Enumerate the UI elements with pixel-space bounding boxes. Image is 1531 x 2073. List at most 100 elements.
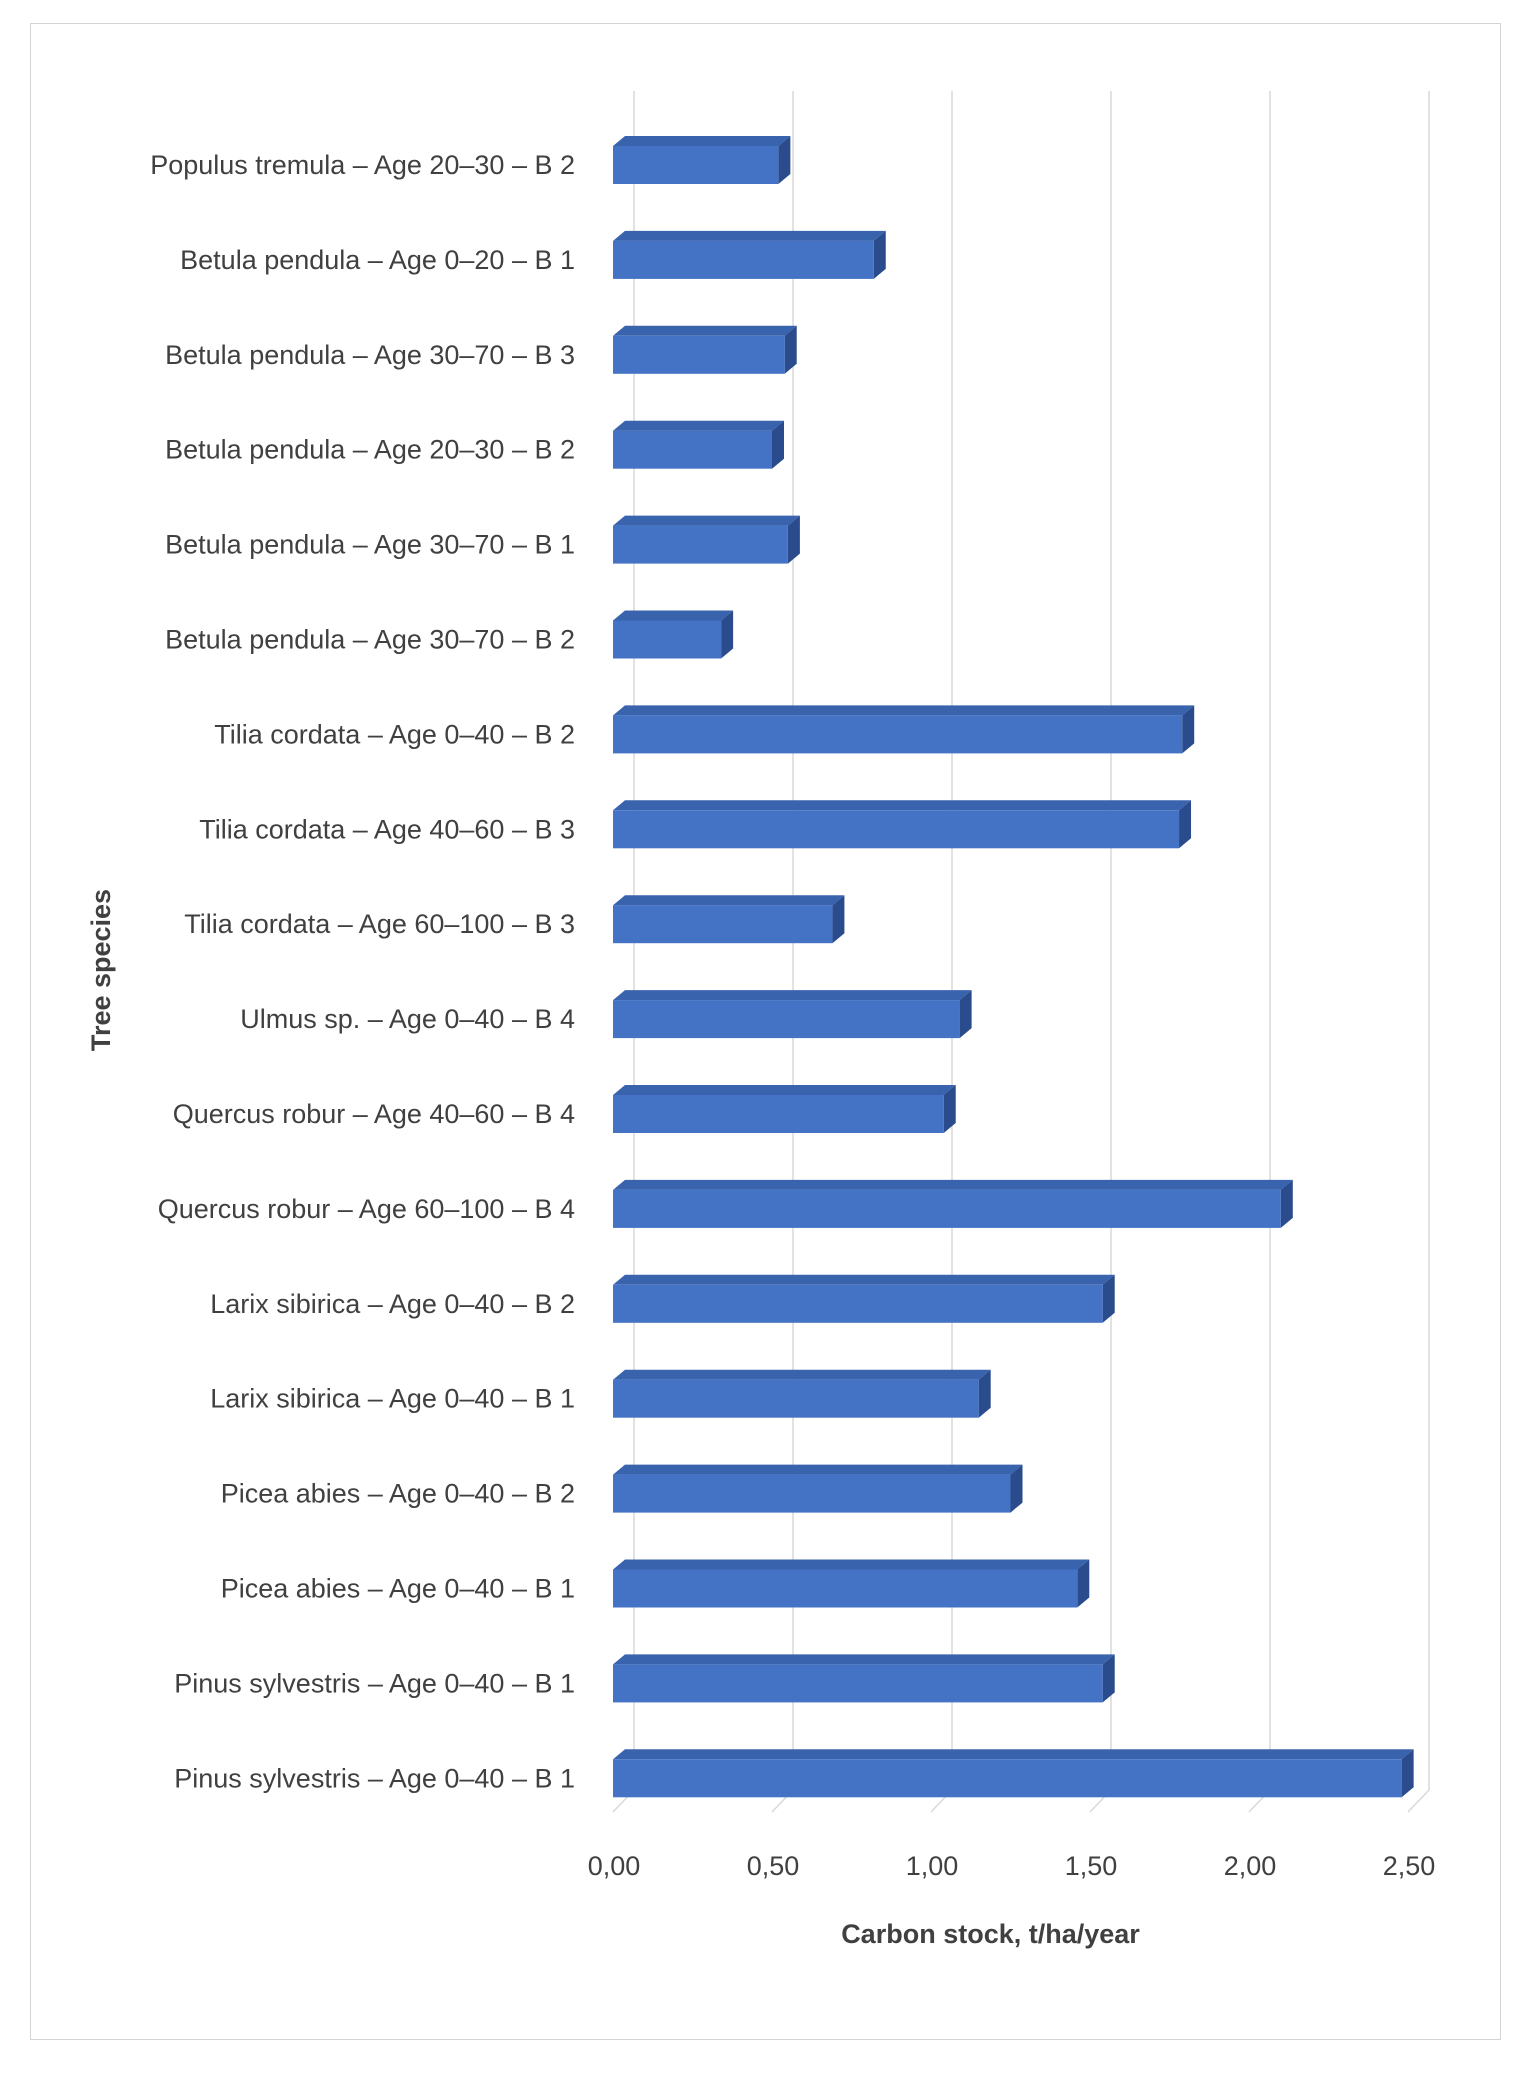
- bar-side-face: [1010, 1464, 1023, 1513]
- bar-top-face: [613, 705, 1195, 716]
- bar-front-face: [613, 146, 779, 184]
- bar-top-face: [613, 800, 1192, 811]
- bar: [613, 1749, 1414, 1798]
- bar-side-face: [1102, 1274, 1115, 1323]
- bar-side-face: [778, 136, 791, 184]
- category-label: Pinus sylvestris – Age 0–40 – B 1: [174, 1763, 575, 1793]
- bar: [613, 325, 797, 374]
- category-label: Quercus robur – Age 40–60 – B 4: [173, 1099, 575, 1129]
- bar-front-face: [613, 1474, 1011, 1513]
- bar-side-face: [959, 990, 972, 1039]
- category-label: Picea abies – Age 0–40 – B 1: [221, 1574, 575, 1604]
- bar: [613, 610, 734, 659]
- category-label: Populus tremula – Age 20–30 – B 2: [150, 150, 575, 180]
- bar-side-face: [772, 420, 784, 469]
- bar: [613, 136, 791, 184]
- category-label: Quercus robur – Age 60–100 – B 4: [158, 1194, 575, 1224]
- bar-top-face: [613, 1085, 956, 1095]
- bar: [613, 1464, 1023, 1513]
- bar-top-face: [613, 1654, 1115, 1665]
- category-label: Picea abies – Age 0–40 – B 2: [221, 1479, 575, 1509]
- bar-top-face: [613, 1369, 991, 1380]
- bar-side-face: [832, 895, 845, 944]
- bar-top-face: [613, 1749, 1414, 1760]
- category-label: Betula pendula – Age 30–70 – B 1: [165, 530, 575, 560]
- bar-front-face: [613, 620, 722, 659]
- x-axis-title: Carbon stock, t/ha/year: [841, 1919, 1140, 1949]
- bar-side-face: [1179, 800, 1192, 849]
- bar-front-face: [613, 430, 772, 469]
- category-label: Betula pendula – Age 30–70 – B 2: [165, 625, 575, 655]
- bar-front-face: [613, 810, 1180, 849]
- bar-front-face: [613, 1284, 1103, 1323]
- bar-top-face: [613, 325, 797, 336]
- bar-top-face: [613, 610, 734, 621]
- bar-front-face: [613, 1379, 979, 1418]
- bar: [613, 705, 1195, 754]
- bar: [613, 800, 1192, 849]
- bar: [613, 1654, 1115, 1703]
- bar-side-face: [943, 1085, 956, 1133]
- bar-side-face: [873, 230, 886, 279]
- bar-top-face: [613, 1559, 1090, 1570]
- bar-side-face: [1102, 1654, 1115, 1703]
- category-label: Betula pendula – Age 0–20 – B 1: [180, 245, 575, 275]
- bar-front-face: [613, 240, 874, 279]
- category-label: Ulmus sp. – Age 0–40 – B 4: [240, 1004, 575, 1034]
- bar-front-face: [613, 335, 785, 374]
- category-label: Betula pendula – Age 20–30 – B 2: [165, 435, 575, 465]
- x-tick-label: 2,50: [1383, 1851, 1436, 1881]
- bar-front-face: [613, 1569, 1078, 1608]
- bar-side-face: [1182, 705, 1195, 754]
- bar-top-face: [613, 420, 784, 431]
- bar-side-face: [787, 515, 800, 564]
- category-label: Larix sibirica – Age 0–40 – B 1: [210, 1384, 575, 1414]
- bar: [613, 1369, 991, 1418]
- bar-top-face: [613, 990, 972, 1001]
- y-axis-title: Tree species: [86, 889, 116, 1051]
- bar-front-face: [613, 1664, 1103, 1703]
- bar-front-face: [613, 1000, 960, 1039]
- bar-top-face: [613, 1464, 1023, 1475]
- category-label: Tilia cordata – Age 0–40 – B 2: [214, 719, 575, 749]
- bar-front-face: [613, 525, 788, 564]
- category-label: Pinus sylvestris – Age 0–40 – B 1: [174, 1668, 575, 1698]
- bar-top-face: [613, 1179, 1293, 1190]
- bar: [613, 515, 800, 564]
- bar-side-face: [1077, 1559, 1090, 1608]
- bar-side-face: [721, 610, 734, 659]
- category-label: Tilia cordata – Age 40–60 – B 3: [199, 814, 575, 844]
- bar: [613, 420, 784, 469]
- bar: [613, 895, 845, 944]
- x-tick-label: 0,00: [588, 1851, 641, 1881]
- bar-front-face: [613, 905, 833, 944]
- bar-side-face: [978, 1369, 991, 1418]
- bar: [613, 230, 886, 279]
- bar: [613, 990, 972, 1039]
- bar: [613, 1085, 956, 1133]
- bar-front-face: [613, 1095, 944, 1133]
- bar-side-face: [1280, 1179, 1293, 1228]
- bar-top-face: [613, 230, 886, 241]
- bar-top-face: [613, 136, 791, 146]
- bar-front-face: [613, 1759, 1402, 1798]
- bar-side-face: [1401, 1749, 1414, 1798]
- gridline-floor: [1407, 1789, 1430, 1813]
- bar: [613, 1179, 1293, 1228]
- category-label: Betula pendula – Age 30–70 – B 3: [165, 340, 575, 370]
- category-label: Larix sibirica – Age 0–40 – B 2: [210, 1289, 575, 1319]
- x-tick-label: 2,00: [1224, 1851, 1277, 1881]
- bar-front-face: [613, 715, 1183, 754]
- x-tick-label: 1,50: [1065, 1851, 1118, 1881]
- x-tick-label: 0,50: [747, 1851, 800, 1881]
- bar-top-face: [613, 895, 845, 906]
- category-label: Tilia cordata – Age 60–100 – B 3: [184, 909, 575, 939]
- bar-top-face: [613, 515, 800, 526]
- x-tick-label: 1,00: [906, 1851, 959, 1881]
- bar-top-face: [613, 1274, 1115, 1285]
- bar: [613, 1274, 1115, 1323]
- bar-side-face: [784, 325, 797, 374]
- bar-front-face: [613, 1189, 1281, 1228]
- bar: [613, 1559, 1090, 1608]
